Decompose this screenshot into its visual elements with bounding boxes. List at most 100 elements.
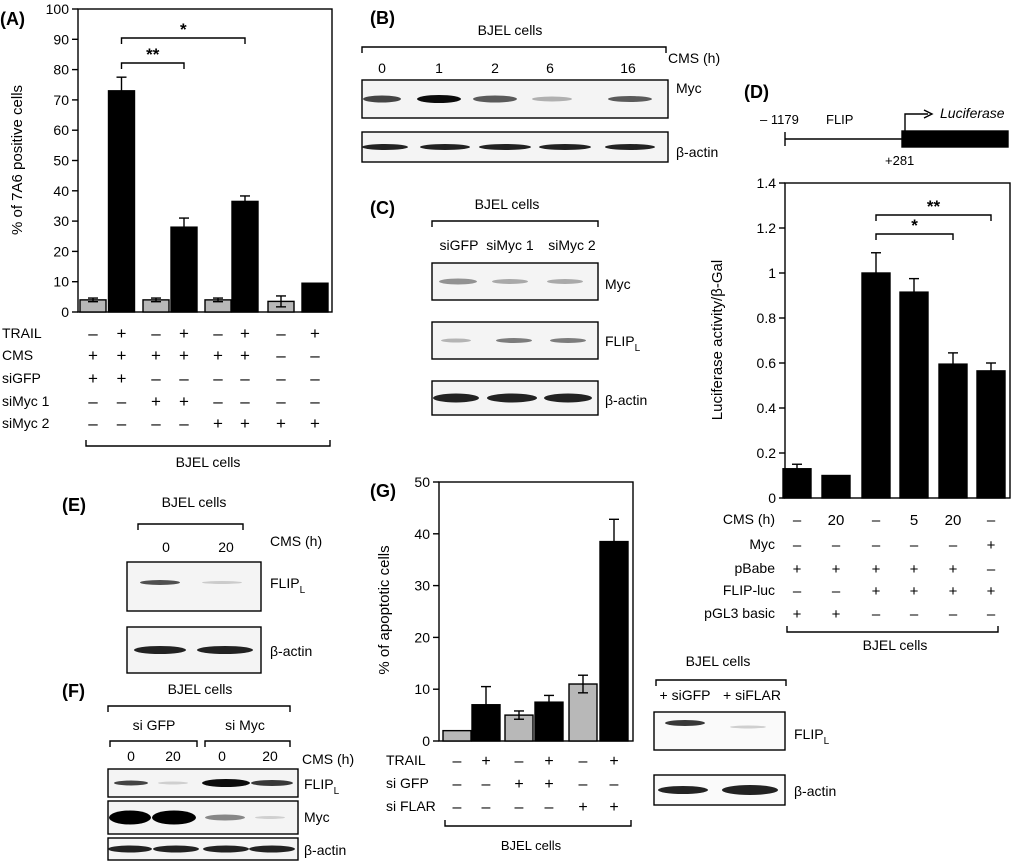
panel-c-cell-label: BJEL cells [475,196,540,212]
panel-f-cell-label: BJEL cells [168,681,233,697]
panel-a-condition-0-7: + [310,324,320,343]
panel-g-condition-2-3: – [545,799,554,816]
panel-d-bar-1 [821,474,851,499]
panel-letter-c: (C) [370,198,395,218]
panel-f-actin-blot-band-1 [153,845,199,853]
panel-g-condition-label-1: si GFP [386,775,429,791]
panel-e-cms-label: CMS (h) [270,533,322,549]
panel-d-condition-3-5: + [987,583,996,600]
panel-g-ytick-label-0: 0 [422,733,430,749]
panel-f-actin-blot-band-3 [249,845,295,853]
panel-b-time-1: 1 [435,60,443,76]
panel-d-ytick-label-6: 1.2 [757,220,777,236]
panel-b-actin-blot-band-0 [362,144,408,150]
panel-a-ylabel: % of 7A6 positive cells [9,85,26,235]
panel-b-myc-blot-band-2 [473,95,517,103]
panel-b-actin-blot-band-3 [539,144,591,150]
panel-a-condition-1-7: – [310,346,320,365]
panel-d-sig-label-0: * [911,216,918,235]
panel-b-time-4: 16 [620,60,636,76]
panel-a-condition-1-1: + [117,346,127,365]
panel-a-condition-label-4: siMyc 2 [2,415,50,431]
panel-b-actin-blot-band-1 [420,144,470,150]
panel-a-ytick-label-0: 0 [61,304,69,320]
panel-b-actin-label: β-actin [676,144,718,160]
panel-g-ytick-label-2: 20 [414,629,430,645]
panel-letter-d: (D) [744,82,769,102]
panel-c-flip-blot-band-0 [441,338,471,343]
panel-g-condition-2-2: – [515,799,524,816]
panel-g-condition-1-0: – [453,776,462,793]
panel-g-actin-label: β-actin [794,783,836,799]
panel-d-condition-label-3: FLIP-luc [723,582,775,598]
panel-d-condition-label-0: CMS (h) [723,511,775,527]
panel-a-condition-1-0: + [88,346,98,365]
panel-d-sig-label-1: ** [927,197,941,216]
panel-e-flip-blot-frame [126,561,262,612]
panel-a-condition-4-2: – [151,414,161,433]
panel-g-blot-bracket [655,679,787,686]
panel-d-ylabel: Luciferase activity/β-Gal [709,260,726,420]
panel-c-actin-label: β-actin [605,392,647,408]
panel-b-myc-blot-band-1 [417,95,461,103]
panel-a-ytick-label-10: 100 [46,1,70,17]
panel-c-actin-blot-band-2 [544,393,592,403]
panel-g-blot-lane-1: + siFLAR [723,687,781,703]
panel-d-condition-2-5: – [987,561,996,578]
panel-d-condition-1-5: + [987,537,996,554]
panel-a-condition-label-1: CMS [2,347,33,363]
panel-f-flip-blot-band-2 [202,779,250,787]
panel-f-actin-blot-band-2 [203,845,249,853]
panel-g-condition-0-5: + [609,753,618,770]
panel-g-blot-cell-label: BJEL cells [686,653,751,669]
panel-d-condition-0-0: – [793,512,802,529]
panel-a-condition-0-3: + [179,324,189,343]
panel-a-condition-0-6: – [276,324,286,343]
panel-a-sig-bracket-0 [120,62,185,69]
panel-d-condition-label-1: Myc [749,536,775,552]
panel-a-condition-0-5: + [240,324,250,343]
panel-g-condition-1-1: – [482,776,491,793]
panel-a-ytick-label-9: 90 [53,31,69,47]
panel-a-condition-label-0: TRAIL [2,325,42,341]
panel-g-condition-0-3: + [544,753,553,770]
panel-f-flip-blot-band-3 [251,780,293,786]
panel-e-time-1: 20 [218,539,234,555]
panel-g-cell-bracket [444,820,632,827]
panel-d-condition-label-2: pBabe [735,560,776,576]
panel-c-flip-blot-band-1 [496,338,532,343]
panel-e-flip-blot-band-0 [140,580,180,585]
panel-g-condition-0-2: – [515,753,524,770]
panel-d-condition-1-2: – [872,537,881,554]
panel-c-flip-blot-band-2 [550,338,586,343]
panel-d-condition-2-2: + [872,561,881,578]
panel-b-actin-blot-band-4 [605,144,655,150]
panel-d-plot-frame [784,182,1011,499]
panel-g-blot-lane-0: + siGFP [660,687,711,703]
panel-g-actin-blot-band-0 [658,786,708,794]
panel-b-myc-blot-band-4 [608,96,652,102]
panel-a-condition-2-5: – [240,369,250,388]
panel-d-condition-3-2: + [872,583,881,600]
panel-a-bar-5 [231,200,259,313]
panel-c-flip-label: FLIPL [605,333,641,354]
panel-d-promoter-start: – 1179 [760,112,799,127]
panel-a-sig-bracket-1 [120,37,246,44]
panel-g-condition-1-4: – [579,776,588,793]
panel-g-condition-0-0: – [453,753,462,770]
panel-f-flip-label: FLIPL [304,776,340,797]
panel-a-bar-1 [107,90,136,313]
panel-f-time-3: 20 [262,748,278,764]
panel-a-condition-2-6: – [276,369,286,388]
panel-a-condition-0-4: – [213,324,223,343]
panel-d-tss-arrow [904,113,928,131]
panel-a-ytick-label-1: 10 [53,274,69,290]
panel-d-condition-label-4: pGL3 basic [704,605,775,621]
panel-a-condition-3-2: + [151,392,161,411]
panel-d-bar-2 [861,272,891,499]
panel-letter-e: (E) [62,495,86,515]
panel-d-condition-1-0: – [793,537,802,554]
panel-a-condition-2-0: + [88,369,98,388]
panel-c-actin-blot-band-0 [433,393,479,403]
